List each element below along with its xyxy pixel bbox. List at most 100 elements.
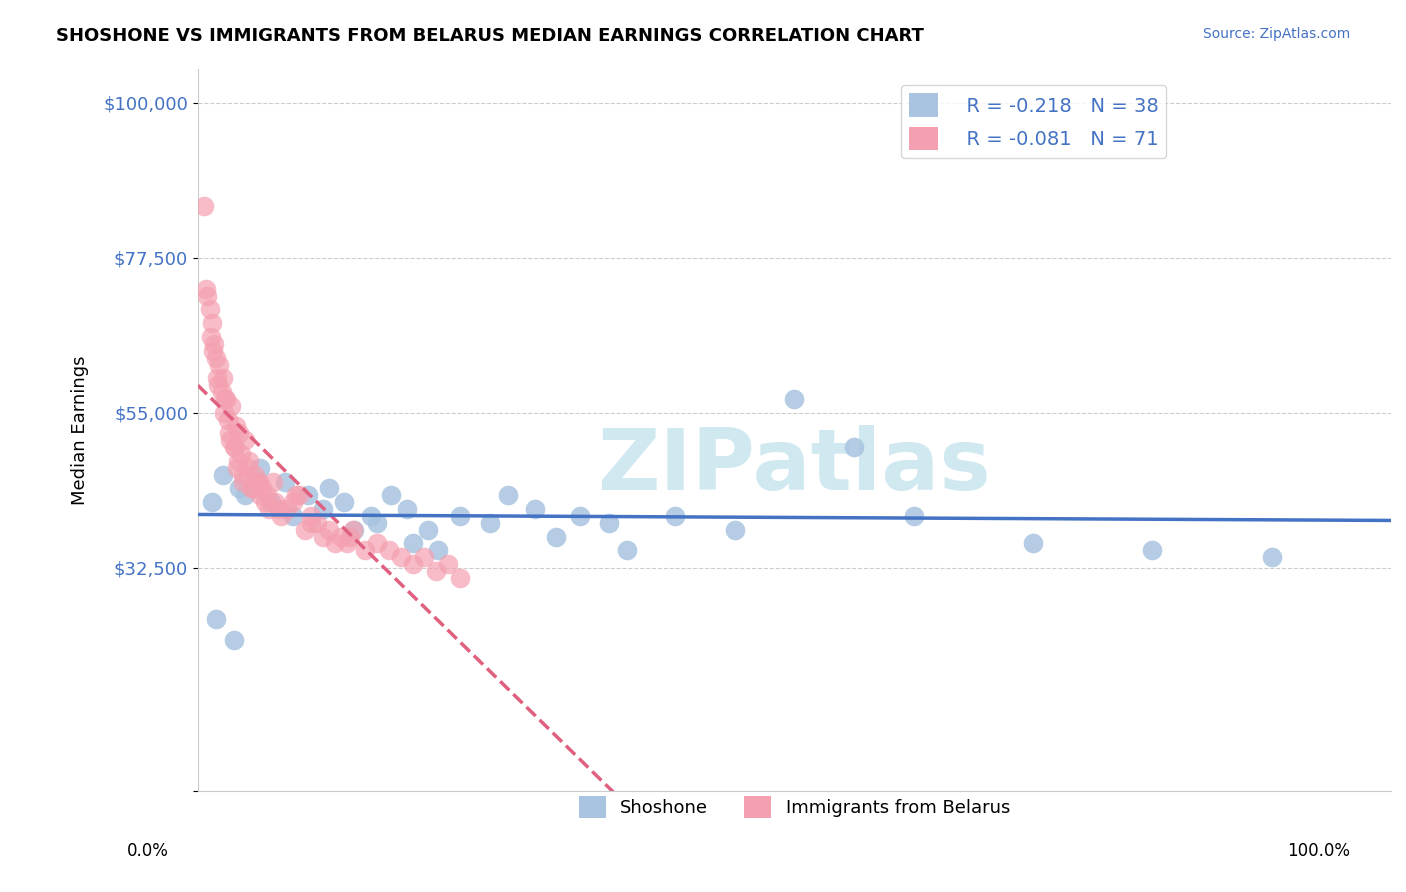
Point	[783, 392, 806, 406]
Point	[724, 523, 747, 537]
Point	[246, 475, 269, 489]
Point	[1022, 536, 1045, 550]
Point	[195, 288, 218, 302]
Point	[200, 330, 222, 344]
Point	[276, 502, 298, 516]
Text: SHOSHONE VS IMMIGRANTS FROM BELARUS MEDIAN EARNINGS CORRELATION CHART: SHOSHONE VS IMMIGRANTS FROM BELARUS MEDI…	[56, 27, 924, 45]
Legend: Shoshone, Immigrants from Belarus: Shoshone, Immigrants from Belarus	[571, 789, 1018, 826]
Point	[225, 419, 247, 434]
Point	[288, 488, 311, 502]
Point	[256, 488, 278, 502]
Point	[242, 482, 264, 496]
Point	[204, 612, 226, 626]
Point	[598, 516, 620, 530]
Point	[201, 316, 224, 330]
Point	[283, 495, 305, 509]
Point	[401, 557, 423, 571]
Point	[329, 530, 352, 544]
Point	[544, 530, 567, 544]
Point	[202, 343, 225, 358]
Point	[842, 440, 865, 454]
Point	[228, 482, 250, 496]
Point	[264, 495, 287, 509]
Point	[299, 516, 322, 530]
Point	[201, 495, 224, 509]
Point	[226, 460, 249, 475]
Point	[360, 508, 382, 523]
Point	[204, 351, 226, 365]
Point	[211, 467, 233, 482]
Point	[228, 426, 250, 441]
Point	[226, 454, 249, 468]
Point	[259, 495, 281, 509]
Point	[267, 502, 290, 516]
Point	[215, 392, 238, 406]
Point	[449, 571, 471, 585]
Point	[294, 523, 316, 537]
Point	[232, 475, 254, 489]
Point	[205, 371, 228, 385]
Point	[1260, 550, 1282, 565]
Point	[377, 543, 399, 558]
Point	[253, 495, 276, 509]
Point	[229, 447, 252, 461]
Point	[395, 502, 418, 516]
Point	[235, 488, 257, 502]
Point	[333, 495, 356, 509]
Point	[312, 530, 335, 544]
Point	[413, 550, 436, 565]
Point	[232, 467, 254, 482]
Text: Source: ZipAtlas.com: Source: ZipAtlas.com	[1202, 27, 1350, 41]
Point	[238, 454, 260, 468]
Point	[496, 488, 519, 502]
Point	[219, 434, 242, 448]
Point	[524, 502, 547, 516]
Point	[243, 467, 266, 482]
Point	[198, 302, 221, 317]
Point	[247, 475, 270, 489]
Point	[236, 460, 259, 475]
Point	[342, 523, 364, 537]
Point	[416, 523, 439, 537]
Point	[366, 536, 388, 550]
Point	[222, 440, 245, 454]
Point	[214, 392, 236, 406]
Point	[336, 536, 359, 550]
Point	[299, 508, 322, 523]
Point	[219, 399, 242, 413]
Point	[274, 475, 297, 489]
Point	[318, 482, 340, 496]
Point	[195, 282, 218, 296]
Point	[312, 502, 335, 516]
Point	[664, 508, 686, 523]
Point	[568, 508, 591, 523]
Point	[208, 358, 231, 372]
Point	[449, 508, 471, 523]
Point	[425, 564, 447, 578]
Point	[259, 502, 281, 516]
Point	[207, 378, 229, 392]
Point	[240, 482, 263, 496]
Point	[250, 482, 273, 496]
Point	[270, 508, 292, 523]
Point	[366, 516, 388, 530]
Point	[1142, 543, 1164, 558]
Point	[323, 536, 346, 550]
Point	[217, 412, 239, 426]
Point	[249, 460, 271, 475]
Point	[283, 508, 305, 523]
Point	[426, 543, 449, 558]
Point	[249, 488, 271, 502]
Point	[284, 488, 307, 502]
Point	[437, 557, 460, 571]
Point	[307, 516, 329, 530]
Point	[224, 440, 246, 454]
Text: 100.0%: 100.0%	[1286, 842, 1350, 860]
Point	[343, 523, 366, 537]
Point	[903, 508, 925, 523]
Point	[297, 488, 319, 502]
Point	[389, 550, 412, 565]
Point	[218, 426, 240, 441]
Point	[211, 371, 233, 385]
Point	[318, 523, 340, 537]
